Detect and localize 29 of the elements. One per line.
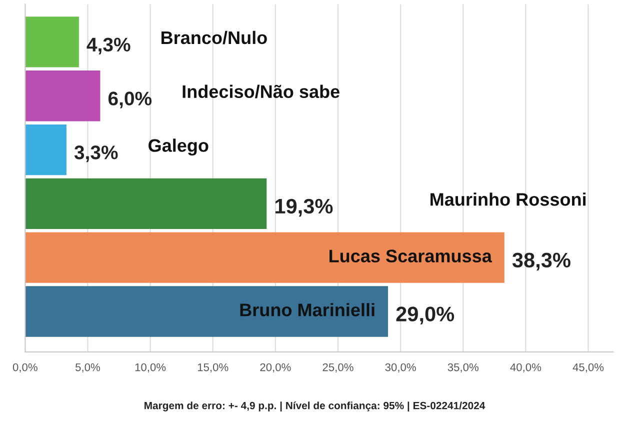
x-tick-label: 5,0%: [76, 363, 100, 373]
data-label: 4,3%: [86, 38, 130, 54]
y-tick-label: Indeciso/Não sabe: [182, 84, 340, 98]
data-label: 6,0%: [108, 92, 152, 108]
bar: [25, 124, 66, 176]
y-tick-label: Maurinho Rossoni: [430, 192, 586, 206]
x-tick-label: 30,0%: [385, 363, 416, 373]
x-tick-label: 25,0%: [322, 363, 354, 373]
x-tick-label: 0,0%: [12, 363, 38, 373]
x-tick-label: 40,0%: [510, 363, 542, 373]
data-label: 38,3%: [512, 252, 570, 271]
data-label: 29,0%: [396, 306, 454, 324]
bar: [25, 232, 504, 283]
data-label: 3,3%: [74, 146, 118, 162]
bar: [25, 286, 388, 337]
y-tick-label: Bruno Marinielli: [240, 303, 374, 316]
bar: [25, 178, 267, 230]
y-tick-label: Branco/Nulo: [162, 30, 267, 44]
data-label: 19,3%: [275, 198, 333, 217]
x-tick-label: 45,0%: [572, 363, 604, 373]
bar: [25, 70, 100, 122]
bar: [25, 16, 79, 68]
x-tick-label: 20,0%: [260, 363, 291, 373]
y-tick-label: Galego: [148, 138, 208, 156]
x-tick-label: 15,0%: [198, 363, 228, 373]
x-tick-label: 10,0%: [135, 363, 166, 373]
y-tick-label: Lucas Scaramussa: [330, 250, 492, 262]
x-tick-label: 35,0%: [448, 363, 478, 373]
text: Margem de erro: +- 4,9 p.p. | Nível de confiança: 95% | ES-02241/2024: [144, 402, 486, 412]
